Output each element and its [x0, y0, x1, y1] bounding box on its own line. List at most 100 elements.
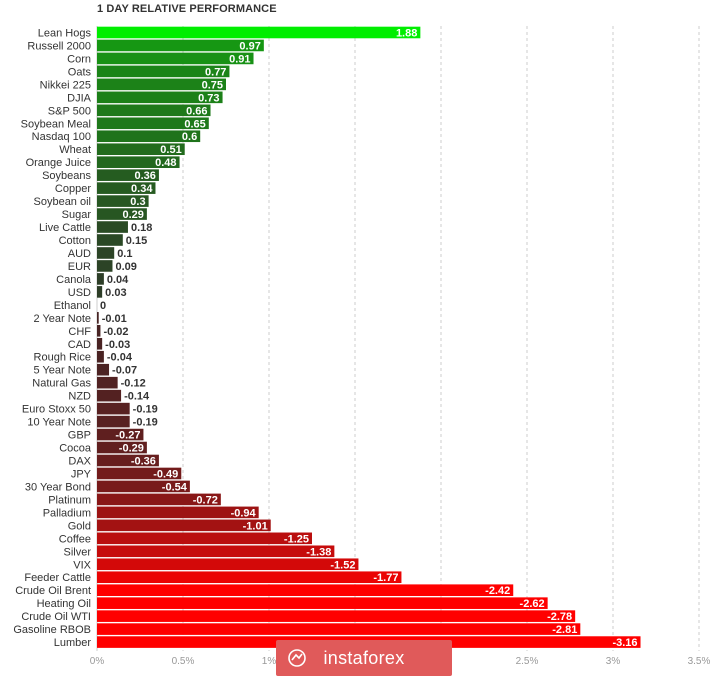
category-label: DJIA	[67, 92, 92, 104]
bar	[97, 143, 185, 156]
category-label: CHF	[68, 326, 91, 338]
value-label: 0.73	[198, 92, 219, 104]
category-label: 5 Year Note	[34, 365, 92, 377]
category-label: JPY	[71, 468, 92, 480]
value-label: 0.3	[130, 196, 145, 208]
category-label: EUR	[68, 261, 91, 273]
bar	[97, 337, 103, 350]
value-label: -1.52	[330, 559, 355, 571]
value-label: -0.01	[102, 313, 127, 325]
bar	[97, 441, 147, 454]
category-label: Rough Rice	[34, 352, 91, 364]
value-label: -0.54	[162, 481, 188, 493]
value-label: 0.97	[239, 40, 260, 52]
bar	[97, 130, 201, 143]
value-label: -0.27	[115, 430, 140, 442]
bar	[97, 182, 156, 194]
bar	[97, 623, 581, 635]
bar	[97, 558, 359, 571]
category-label: Euro Stoxx 50	[22, 404, 91, 416]
bar	[97, 363, 110, 376]
category-label: Silver	[63, 546, 91, 558]
value-label: 0.66	[186, 105, 207, 117]
bars	[97, 26, 641, 648]
value-label: 0.48	[155, 157, 176, 169]
category-label: NZD	[68, 391, 91, 403]
value-label: 0.75	[202, 79, 223, 91]
bar	[97, 91, 223, 104]
x-tick-label: 3%	[606, 656, 621, 667]
x-tick-label: 0%	[90, 656, 105, 667]
value-label: 0.29	[122, 209, 143, 221]
bar	[97, 402, 130, 415]
bar	[97, 117, 209, 130]
bar	[97, 312, 99, 324]
value-label: 0.51	[160, 144, 181, 156]
category-label: Crude Oil Brent	[15, 585, 91, 597]
bar	[97, 519, 271, 532]
value-label: 0.04	[107, 274, 129, 286]
value-label: -0.94	[231, 507, 257, 519]
value-label: -0.19	[133, 417, 158, 429]
category-label: Nasdaq 100	[32, 131, 91, 143]
bar	[97, 26, 421, 39]
value-label: -0.03	[105, 339, 130, 351]
category-label: CAD	[68, 339, 91, 351]
category-label: Gasoline RBOB	[13, 624, 91, 636]
category-label: Platinum	[48, 494, 91, 506]
value-label: 1.88	[396, 27, 417, 39]
category-label: Heating Oil	[37, 598, 91, 610]
value-label: 0.03	[105, 287, 126, 299]
value-label: -0.36	[131, 455, 156, 467]
value-label: 0	[100, 300, 106, 312]
category-label: Natural Gas	[32, 378, 91, 390]
value-label: -2.81	[552, 624, 577, 636]
category-label: Russell 2000	[27, 40, 91, 52]
value-label: -1.77	[373, 572, 398, 584]
category-label: VIX	[73, 559, 91, 571]
value-label: -1.25	[284, 533, 309, 545]
bar	[97, 169, 159, 181]
value-label: 0.65	[184, 118, 205, 130]
category-label: 10 Year Note	[27, 417, 91, 429]
category-label: Copper	[55, 183, 91, 195]
value-label: -0.07	[112, 365, 137, 377]
category-label: Cotton	[59, 235, 91, 247]
category-label: Live Cattle	[39, 222, 91, 234]
value-label: 0.09	[115, 261, 136, 273]
value-label: -0.29	[119, 443, 144, 455]
bar	[97, 286, 103, 298]
bar	[97, 545, 335, 558]
category-label: Nikkei 225	[40, 79, 91, 91]
category-label: 2 Year Note	[34, 313, 92, 325]
value-label: -0.02	[103, 326, 128, 338]
bar	[97, 221, 128, 233]
value-label: -2.78	[547, 611, 572, 623]
x-tick-label: 1%	[262, 656, 277, 667]
category-label: Palladium	[43, 507, 91, 519]
category-label: Corn	[67, 53, 91, 65]
category-label: Soybean Meal	[21, 118, 91, 130]
category-label: DAX	[68, 455, 91, 467]
value-label: 0.77	[205, 66, 226, 78]
value-label: 0.34	[131, 183, 153, 195]
category-label: USD	[68, 287, 91, 299]
bar	[97, 584, 514, 596]
category-label: Canola	[56, 274, 92, 286]
value-labels: 1.880.970.910.770.750.730.660.650.60.510…	[100, 27, 638, 649]
bar	[97, 195, 149, 207]
category-label: Feeder Cattle	[24, 572, 91, 584]
value-label: -0.12	[121, 378, 146, 390]
value-label: -0.04	[107, 352, 133, 364]
value-label: 0.1	[117, 248, 132, 260]
bar	[97, 571, 402, 584]
category-label: AUD	[68, 248, 91, 260]
bar	[97, 428, 144, 441]
bar	[97, 467, 182, 480]
instaforex-logo-icon	[288, 649, 306, 667]
bar	[97, 234, 123, 246]
bar	[97, 65, 230, 78]
bar	[97, 610, 576, 622]
